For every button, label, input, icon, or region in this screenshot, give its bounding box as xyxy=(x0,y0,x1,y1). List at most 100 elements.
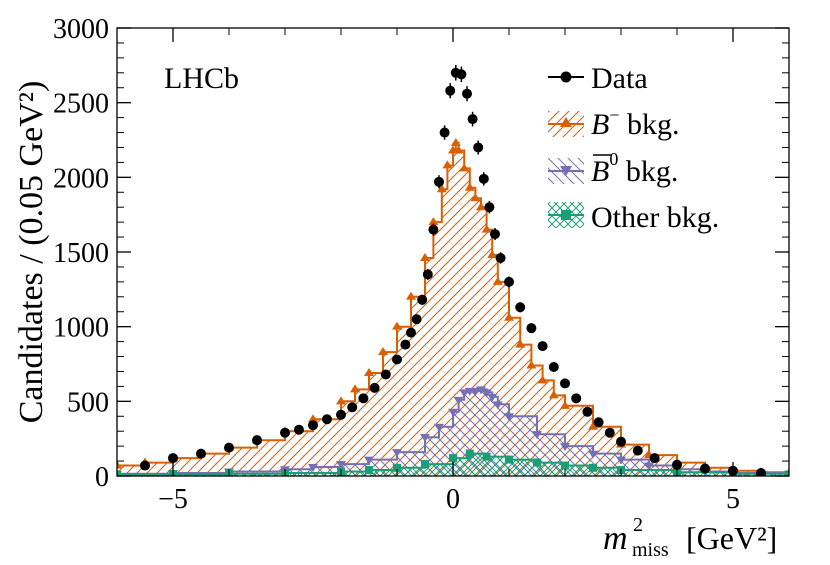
data-point xyxy=(456,66,467,83)
data-marker xyxy=(604,427,615,438)
legend-label-bminus-sup: − xyxy=(609,105,619,125)
point-other xyxy=(421,460,429,469)
point-bminus xyxy=(453,145,464,154)
point-bminus xyxy=(350,384,360,393)
data-marker xyxy=(515,302,526,313)
point-bminus xyxy=(450,137,461,146)
data-point xyxy=(462,86,472,102)
y-tick-label: 0 xyxy=(95,462,109,493)
data-marker xyxy=(168,453,178,464)
point-bminus xyxy=(560,400,570,409)
data-marker xyxy=(478,173,489,184)
legend-label-other: Other bkg. xyxy=(591,201,719,234)
data-point xyxy=(504,276,514,288)
data-marker xyxy=(462,88,472,99)
data-marker xyxy=(495,252,506,263)
data-point xyxy=(526,323,537,334)
point-bminus xyxy=(492,276,503,285)
data-point xyxy=(392,354,402,365)
data-marker xyxy=(358,393,369,404)
data-marker xyxy=(224,442,234,453)
point-bminus xyxy=(442,160,453,169)
data-point xyxy=(700,463,710,474)
data-point xyxy=(478,172,489,186)
point-bminus xyxy=(406,291,416,300)
point-b0 xyxy=(448,408,458,417)
point-other xyxy=(589,463,597,472)
data-point xyxy=(490,228,500,241)
data-point xyxy=(484,200,495,214)
point-b0 xyxy=(560,443,570,452)
y-tick-label: 2000 xyxy=(53,163,109,194)
data-point xyxy=(582,406,593,417)
data-marker xyxy=(593,417,604,428)
data-marker xyxy=(294,424,304,435)
point-b0 xyxy=(644,462,654,471)
data-point xyxy=(406,327,416,338)
point-other xyxy=(505,455,513,464)
data-point xyxy=(473,140,484,155)
data-marker xyxy=(252,435,262,446)
data-point xyxy=(400,339,411,350)
data-point xyxy=(369,382,380,393)
y-tick-label: 3000 xyxy=(53,14,109,45)
data-point xyxy=(322,414,332,425)
legend-label-bminus: B− bkg. xyxy=(591,105,679,141)
legend-label-data: Data xyxy=(591,62,648,95)
data-marker xyxy=(504,276,514,287)
data-marker xyxy=(434,176,444,187)
point-b0 xyxy=(308,464,318,473)
point-bminus xyxy=(378,347,388,356)
legend-label-bminus-rest: bkg. xyxy=(619,108,679,141)
data-point xyxy=(434,175,444,189)
data-point xyxy=(672,459,682,470)
data-marker xyxy=(582,406,593,417)
data-point xyxy=(347,402,358,413)
data-marker xyxy=(322,414,332,425)
x-tick-label: −5 xyxy=(158,484,188,515)
point-bminus xyxy=(459,163,470,172)
legend-label-bminus-main: B xyxy=(591,108,609,141)
data-marker xyxy=(347,402,358,413)
point-bminus xyxy=(364,367,374,376)
point-bminus xyxy=(308,414,318,423)
point-bminus xyxy=(470,193,481,202)
point-b0 xyxy=(487,393,498,402)
data-point xyxy=(560,378,570,389)
data-marker xyxy=(417,294,428,305)
data-marker xyxy=(400,339,411,350)
y-tick-label: 1000 xyxy=(53,313,109,344)
data-points-layer xyxy=(140,65,766,476)
point-b0 xyxy=(532,431,542,440)
point-b0 xyxy=(364,456,374,465)
data-point xyxy=(252,435,262,446)
data-point xyxy=(537,341,548,352)
point-b0 xyxy=(453,396,464,405)
data-marker xyxy=(526,323,537,334)
point-other xyxy=(482,452,491,461)
point-other xyxy=(533,458,541,467)
data-marker xyxy=(537,341,548,352)
data-point xyxy=(380,369,391,380)
data-marker xyxy=(616,436,626,447)
point-b0 xyxy=(588,450,598,459)
data-marker xyxy=(308,420,318,431)
point-bminus xyxy=(336,396,346,405)
point-bminus xyxy=(476,202,486,211)
legend-marker-data xyxy=(560,71,572,83)
data-marker xyxy=(196,448,206,459)
legend-label-b0-sup: 0 xyxy=(609,149,618,169)
data-marker xyxy=(369,382,380,393)
point-other xyxy=(449,454,457,463)
point-b0 xyxy=(336,461,346,470)
legend: Data B− bkg. B0 bkg. Other bkg. xyxy=(548,62,719,234)
point-bminus xyxy=(526,360,537,369)
data-marker xyxy=(336,409,346,420)
data-marker xyxy=(445,85,456,96)
y-tick-label: 500 xyxy=(67,387,109,418)
point-bminus xyxy=(487,249,498,258)
x-axis-label: m 2 miss [GeV²] xyxy=(603,514,777,561)
point-b0 xyxy=(392,449,402,458)
point-b0 xyxy=(434,423,444,432)
point-other xyxy=(561,461,569,470)
